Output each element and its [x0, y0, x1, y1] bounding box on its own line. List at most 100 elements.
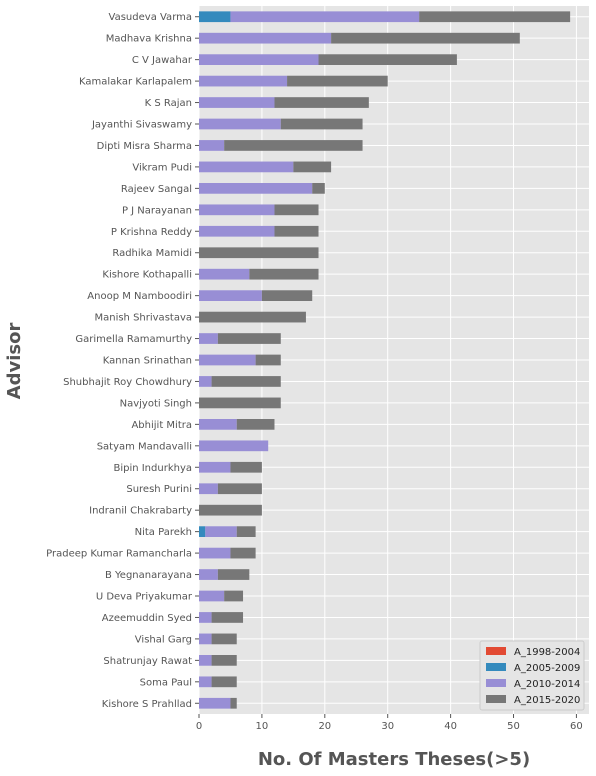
x-axis-title: No. Of Masters Theses(>5)	[258, 749, 530, 770]
bar-segment	[199, 612, 212, 623]
y-tick-label: Garimella Ramamurthy	[75, 334, 192, 345]
bar-segment	[212, 634, 237, 645]
bar-segment	[199, 398, 281, 409]
bar-segment	[199, 33, 331, 44]
bar-segment	[262, 290, 312, 301]
bar-segment	[199, 119, 281, 130]
bar-segment	[199, 376, 212, 387]
bar-segment	[199, 269, 249, 280]
bar-segment	[199, 505, 262, 516]
legend-swatch	[486, 663, 506, 671]
y-tick-label: Shubhajit Roy Chowdhury	[63, 377, 192, 388]
bar-segment	[230, 548, 255, 559]
y-tick-label: C V Jawahar	[132, 55, 193, 66]
bar-segment	[287, 76, 388, 87]
y-tick-label: Abhijit Mitra	[131, 420, 192, 431]
bar-segment	[230, 11, 419, 22]
bar-segment	[199, 247, 319, 258]
bar-segment	[199, 290, 262, 301]
legend-label: A_2005-2009	[514, 663, 580, 674]
bar-segment	[237, 526, 256, 537]
bar-segment	[237, 419, 275, 430]
bar-segment	[199, 462, 230, 473]
legend-label: A_2010-2014	[514, 679, 580, 690]
bar-segment	[199, 54, 319, 65]
bar-segment	[218, 333, 281, 344]
y-tick-label: P Krishna Reddy	[111, 227, 192, 238]
y-tick-label: Madhava Krishna	[106, 34, 192, 45]
bar-segment	[199, 569, 218, 580]
y-tick-label: Vishal Garg	[135, 634, 192, 645]
bar-segment	[249, 269, 318, 280]
y-tick-label: Pradeep Kumar Ramancharla	[46, 549, 192, 560]
bar-segment	[256, 355, 281, 366]
legend-label: A_2015-2020	[514, 695, 580, 706]
x-tick-label: 10	[256, 721, 269, 732]
bar-segment	[224, 140, 362, 151]
x-tick-label: 0	[196, 721, 202, 732]
bar-segment	[199, 183, 312, 194]
bar-segment	[212, 655, 237, 666]
y-tick-label: Rajeev Sangal	[121, 184, 192, 195]
y-tick-label: B Yegnanarayana	[105, 570, 192, 581]
y-tick-label: Navjyoti Singh	[120, 398, 192, 409]
bar-segment	[199, 591, 224, 602]
bar-segment	[218, 483, 262, 494]
x-tick-label: 20	[318, 721, 331, 732]
bar-segment	[199, 655, 212, 666]
y-tick-label: Indranil Chakrabarty	[89, 506, 192, 517]
y-tick-label: Kishore S Prahllad	[102, 699, 192, 710]
y-tick-label: Manish Shrivastava	[94, 313, 192, 324]
legend-label: A_1998-2004	[514, 647, 580, 658]
bar-segment	[274, 204, 318, 215]
legend: A_1998-2004 A_2005-2009 A_2010-2014 A_2015-…	[480, 641, 584, 710]
y-tick-label: Shatrunjay Rawat	[103, 656, 192, 667]
y-tick-label: Nita Parekh	[135, 527, 192, 538]
bar-segment	[419, 11, 570, 22]
legend-swatch	[486, 695, 506, 703]
bar-segment	[230, 698, 236, 709]
bar-segment	[224, 591, 243, 602]
y-tick-label: Anoop M Namboodiri	[87, 291, 192, 302]
y-tick-label: Kannan Srinathan	[103, 356, 192, 367]
x-tick-label: 30	[381, 721, 394, 732]
y-tick-label: P J Narayanan	[122, 205, 192, 216]
bar-segment	[274, 226, 318, 237]
bar-segment	[319, 54, 457, 65]
y-tick-label: Vikram Pudi	[132, 162, 192, 173]
bar-segment	[212, 612, 243, 623]
bar-segment	[274, 97, 368, 108]
bar-segment	[199, 162, 293, 173]
bar-segment	[312, 183, 325, 194]
bar-segment	[199, 333, 218, 344]
y-tick-label: Satyam Mandavalli	[97, 441, 192, 452]
y-tick-label: Soma Paul	[140, 677, 192, 688]
bar-segment	[281, 119, 363, 130]
bar-segment	[199, 419, 237, 430]
bar-segment	[199, 698, 230, 709]
x-tick-labels: 0 10 20 30 40 50 60	[196, 714, 583, 732]
bar-segment	[199, 11, 230, 22]
bar-segment	[199, 204, 274, 215]
bar-segment	[199, 140, 224, 151]
y-tick-label: Kishore Kothapalli	[102, 270, 192, 281]
bar-segment	[205, 526, 236, 537]
x-tick-label: 60	[570, 721, 583, 732]
bar-segment	[199, 226, 274, 237]
y-tick-labels: Vasudeva Varma Madhava Krishna C V Jawahar…	[46, 12, 199, 710]
bar-segment	[212, 376, 281, 387]
bar-segment	[331, 33, 520, 44]
bar-segment	[199, 548, 230, 559]
bar-segment	[199, 634, 212, 645]
bar-segment	[293, 162, 331, 173]
y-tick-label: Vasudeva Varma	[109, 12, 192, 23]
legend-swatch	[486, 647, 506, 655]
bar-segment	[199, 355, 256, 366]
bar-segment	[199, 76, 287, 87]
bar-segment	[199, 483, 218, 494]
y-axis-title: Advisor	[4, 323, 25, 400]
y-tick-label: Bipin Indurkhya	[113, 463, 192, 474]
bar-segment	[212, 676, 237, 687]
bar-segment	[199, 440, 268, 451]
